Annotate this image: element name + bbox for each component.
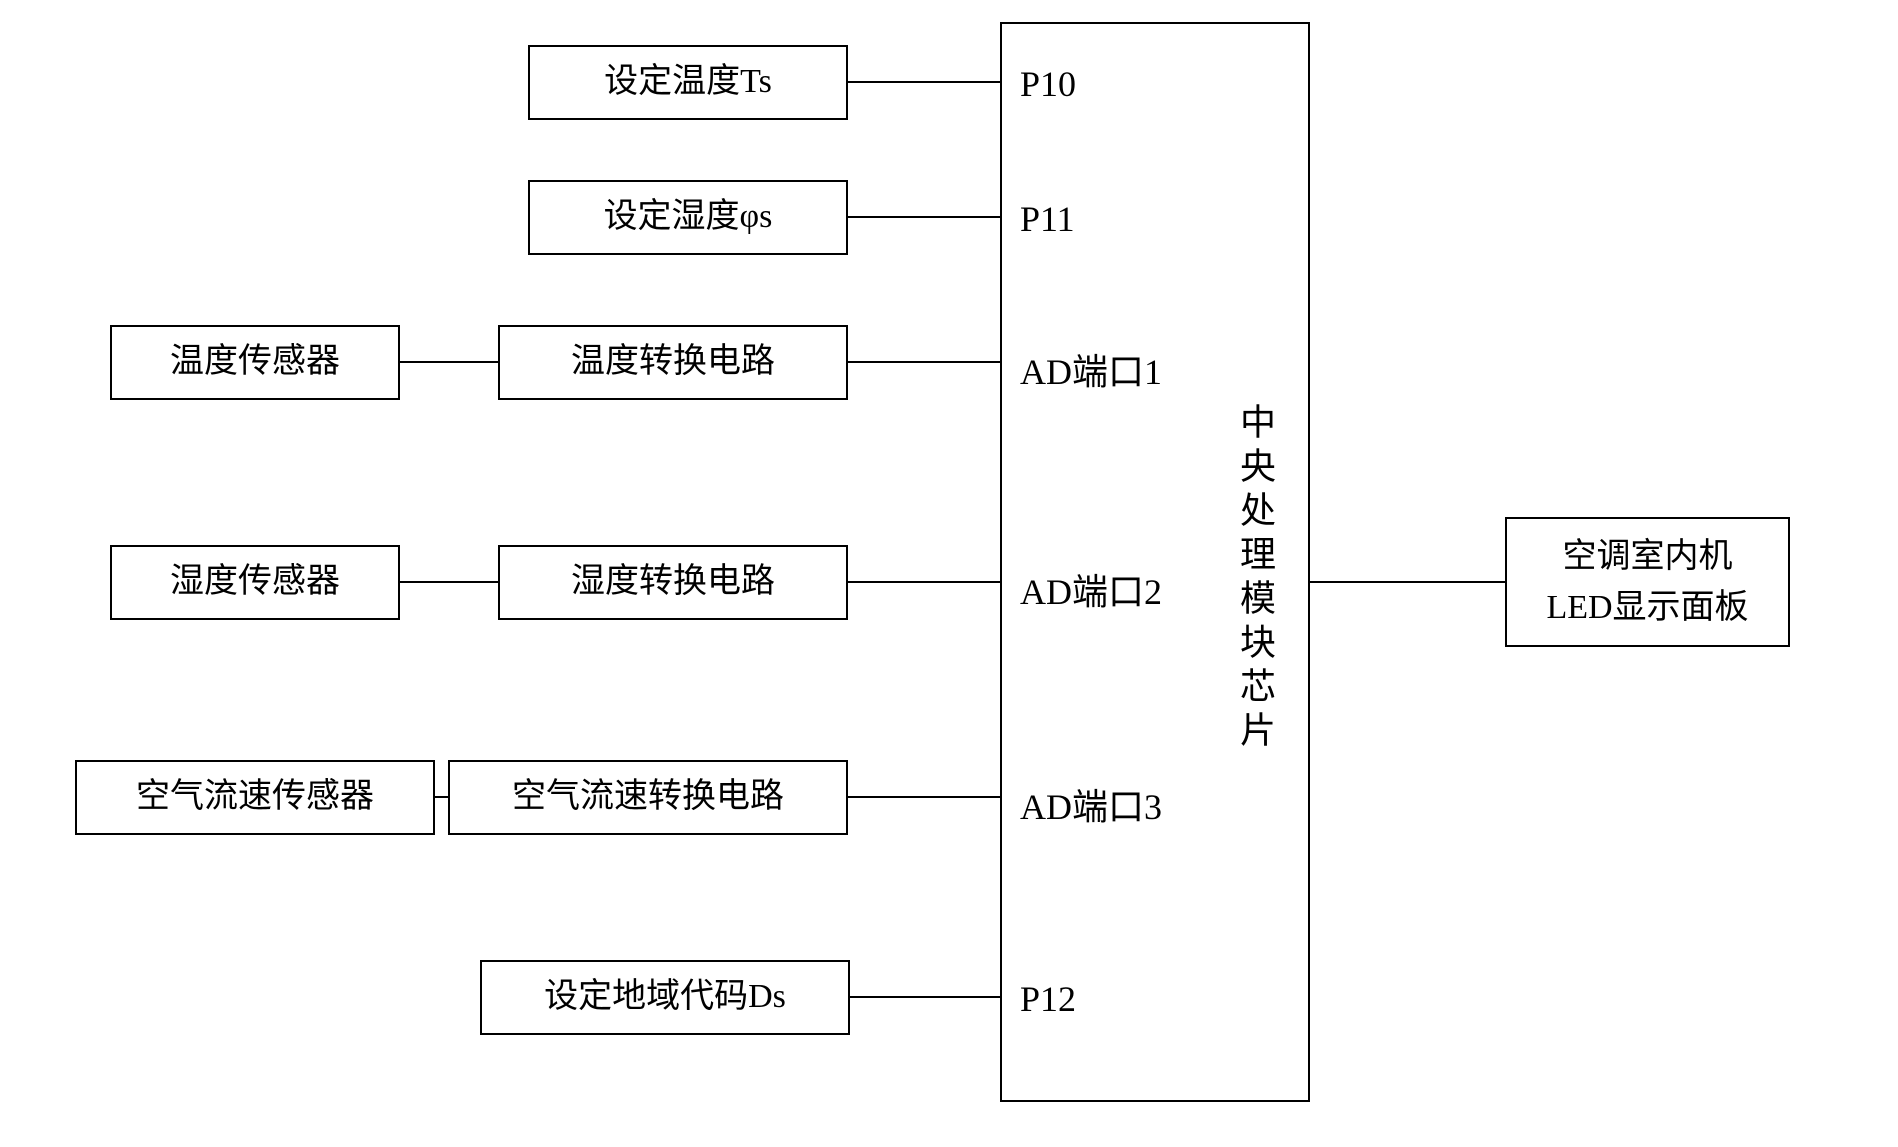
airflow-sensor-box: 空气流速传感器 [75, 760, 435, 835]
cpu-label: 中央处理模块芯片 [1231, 284, 1278, 844]
conn-aircircuit-cpu [848, 796, 1000, 798]
conn-humsensor-humcircuit [400, 581, 498, 583]
temp-circuit-box: 温度转换电路 [498, 325, 848, 400]
port-ad1: AD端口1 [1020, 343, 1162, 395]
set-temperature-label: 设定温度Ts [604, 60, 772, 104]
cpu-box: 中央处理模块芯片 [1000, 22, 1310, 1102]
port-p10: P10 [1020, 63, 1076, 105]
airflow-circuit-box: 空气流速转换电路 [448, 760, 848, 835]
airflow-sensor-label: 空气流速传感器 [136, 775, 374, 819]
conn-tempcircuit-cpu [848, 361, 1000, 363]
conn-humcircuit-cpu [848, 581, 1000, 583]
output-label-line1: 空调室内机 [1563, 531, 1733, 582]
output-label-line2: LED显示面板 [1546, 582, 1748, 633]
temp-sensor-box: 温度传感器 [110, 325, 400, 400]
port-p11: P11 [1020, 198, 1075, 240]
set-humidity-box: 设定湿度φs [528, 180, 848, 255]
humidity-circuit-box: 湿度转换电路 [498, 545, 848, 620]
set-region-code-label: 设定地域代码Ds [544, 975, 786, 1019]
conn-tempsensor-tempcircuit [400, 361, 498, 363]
set-humidity-label: 设定湿度φs [604, 195, 773, 239]
conn-regioncode-cpu [850, 996, 1000, 998]
block-diagram: 设定温度Ts 设定湿度φs 温度传感器 温度转换电路 湿度传感器 湿度转换电路 … [0, 0, 1898, 1147]
humidity-circuit-label: 湿度转换电路 [571, 560, 775, 604]
conn-cpu-output [1310, 581, 1505, 583]
conn-set-humidity-cpu [848, 216, 1000, 218]
set-region-code-box: 设定地域代码Ds [480, 960, 850, 1035]
port-ad2: AD端口2 [1020, 563, 1162, 615]
output-box: 空调室内机 LED显示面板 [1505, 517, 1790, 647]
conn-set-temp-cpu [848, 81, 1000, 83]
conn-airsensor-aircircuit [435, 796, 448, 798]
port-ad3: AD端口3 [1020, 778, 1162, 830]
temp-circuit-label: 温度转换电路 [571, 340, 775, 384]
port-p12: P12 [1020, 978, 1076, 1020]
airflow-circuit-label: 空气流速转换电路 [512, 775, 784, 819]
temp-sensor-label: 温度传感器 [170, 340, 340, 384]
humidity-sensor-label: 湿度传感器 [170, 560, 340, 604]
humidity-sensor-box: 湿度传感器 [110, 545, 400, 620]
set-temperature-box: 设定温度Ts [528, 45, 848, 120]
